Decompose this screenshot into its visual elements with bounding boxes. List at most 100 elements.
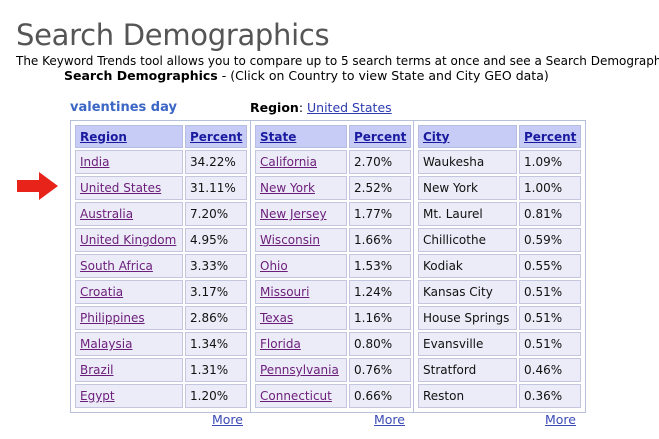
percent-value: 0.51% — [519, 332, 582, 356]
city-row: Mt. Laurel 0.81% — [418, 202, 582, 226]
location-link[interactable]: Pennsylvania — [255, 358, 347, 382]
percent-value: 0.36% — [519, 384, 582, 408]
states-table: State Percent California 2.70% New York 2.5… — [253, 123, 413, 410]
city-row: House Springs 0.51% — [418, 306, 582, 330]
state-row: Texas 1.16% — [255, 306, 412, 330]
percent-value: 1.24% — [349, 280, 412, 304]
state-row: New York 2.52% — [255, 176, 412, 200]
percent-column-header[interactable]: Percent — [519, 125, 582, 148]
location-link[interactable]: Croatia — [75, 280, 183, 304]
region-row: Philippines 2.86% — [75, 306, 248, 330]
percent-value: 0.59% — [519, 228, 582, 252]
percent-value: 2.86% — [185, 306, 248, 330]
location-name: Chillicothe — [418, 228, 517, 252]
percent-value: 0.76% — [349, 358, 412, 382]
region-column-header[interactable]: Region — [75, 125, 183, 148]
state-row: Pennsylvania 0.76% — [255, 358, 412, 382]
states-panel: State Percent California 2.70% New York 2.5… — [250, 120, 417, 413]
location-name: Evansville — [418, 332, 517, 356]
region-row: Australia 7.20% — [75, 202, 248, 226]
percent-value: 2.70% — [349, 150, 412, 174]
percent-value: 1.31% — [185, 358, 248, 382]
location-link[interactable]: New Jersey — [255, 202, 347, 226]
location-link[interactable]: Philippines — [75, 306, 183, 330]
city-column-header[interactable]: City — [418, 125, 517, 148]
state-row: Connecticut 0.66% — [255, 384, 412, 408]
location-link[interactable]: Brazil — [75, 358, 183, 382]
location-link[interactable]: Missouri — [255, 280, 347, 304]
percent-value: 0.81% — [519, 202, 582, 226]
city-row: Chillicothe 0.59% — [418, 228, 582, 252]
region-row: United Kingdom 4.95% — [75, 228, 248, 252]
location-link[interactable]: United States — [75, 176, 183, 200]
location-name: New York — [418, 176, 517, 200]
region-label: Region — [250, 100, 299, 115]
percent-value: 1.20% — [185, 384, 248, 408]
percent-value: 3.33% — [185, 254, 248, 278]
location-link[interactable]: Connecticut — [255, 384, 347, 408]
page-title: Search Demographics — [16, 18, 330, 52]
subheading-rest: - (Click on Country to view State and Ci… — [217, 68, 549, 83]
location-link[interactable]: California — [255, 150, 347, 174]
city-row: Evansville 0.51% — [418, 332, 582, 356]
percent-value: 31.11% — [185, 176, 248, 200]
percent-value: 1.66% — [349, 228, 412, 252]
location-link[interactable]: India — [75, 150, 183, 174]
state-column-header[interactable]: State — [255, 125, 347, 148]
city-row: Stratford 0.46% — [418, 358, 582, 382]
location-name: Reston — [418, 384, 517, 408]
location-link[interactable]: South Africa — [75, 254, 183, 278]
subheading: Search Demographics - (Click on Country … — [64, 68, 549, 83]
location-link[interactable]: Egypt — [75, 384, 183, 408]
regions-panel: Region Percent India 34.22% United States 3… — [70, 120, 253, 413]
percent-value: 3.17% — [185, 280, 248, 304]
state-row: Missouri 1.24% — [255, 280, 412, 304]
red-arrow-icon — [17, 172, 58, 200]
location-name: Kansas City — [418, 280, 517, 304]
region-row: United States 31.11% — [75, 176, 248, 200]
state-row: California 2.70% — [255, 150, 412, 174]
percent-value: 1.16% — [349, 306, 412, 330]
percent-value: 0.66% — [349, 384, 412, 408]
location-name: Kodiak — [418, 254, 517, 278]
location-name: Stratford — [418, 358, 517, 382]
regions-more-link[interactable]: More — [212, 412, 243, 427]
percent-value: 4.95% — [185, 228, 248, 252]
location-link[interactable]: Malaysia — [75, 332, 183, 356]
subheading-bold: Search Demographics — [64, 68, 218, 83]
city-row: Kodiak 0.55% — [418, 254, 582, 278]
region-row: Malaysia 1.34% — [75, 332, 248, 356]
cities-more-link[interactable]: More — [545, 412, 576, 427]
percent-value: 1.53% — [349, 254, 412, 278]
city-row: Waukesha 1.09% — [418, 150, 582, 174]
percent-column-header[interactable]: Percent — [349, 125, 412, 148]
state-row: Wisconsin 1.66% — [255, 228, 412, 252]
location-link[interactable]: Texas — [255, 306, 347, 330]
city-row: Reston 0.36% — [418, 384, 582, 408]
location-link[interactable]: Australia — [75, 202, 183, 226]
location-link[interactable]: Ohio — [255, 254, 347, 278]
location-name: Mt. Laurel — [418, 202, 517, 226]
location-name: Waukesha — [418, 150, 517, 174]
region-link[interactable]: United States — [307, 100, 392, 115]
percent-value: 1.09% — [519, 150, 582, 174]
cities-panel: City Percent Waukesha 1.09% New York 1.00% M… — [413, 120, 587, 413]
states-more-link[interactable]: More — [374, 412, 405, 427]
percent-value: 1.00% — [519, 176, 582, 200]
percent-value: 1.77% — [349, 202, 412, 226]
region-row: South Africa 3.33% — [75, 254, 248, 278]
location-link[interactable]: United Kingdom — [75, 228, 183, 252]
state-row: Ohio 1.53% — [255, 254, 412, 278]
location-link[interactable]: New York — [255, 176, 347, 200]
region-row: Brazil 1.31% — [75, 358, 248, 382]
location-link[interactable]: Wisconsin — [255, 228, 347, 252]
location-name: House Springs — [418, 306, 517, 330]
percent-value: 0.80% — [349, 332, 412, 356]
percent-value: 34.22% — [185, 150, 248, 174]
percent-value: 0.51% — [519, 306, 582, 330]
location-link[interactable]: Florida — [255, 332, 347, 356]
percent-column-header[interactable]: Percent — [185, 125, 248, 148]
search-term-label: valentines day — [70, 100, 177, 115]
percent-value: 0.46% — [519, 358, 582, 382]
percent-value: 0.55% — [519, 254, 582, 278]
